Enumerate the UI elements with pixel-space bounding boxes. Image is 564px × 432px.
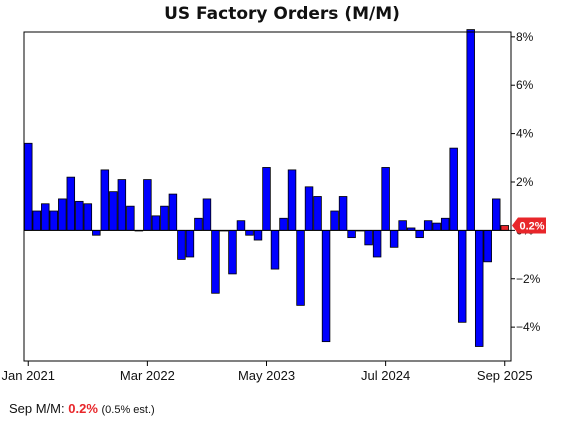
bar xyxy=(381,167,390,231)
y-tick-label: 2% xyxy=(516,175,534,189)
bar xyxy=(24,142,33,231)
bar xyxy=(432,222,441,231)
bar xyxy=(194,217,203,231)
x-tick-label: May 2023 xyxy=(238,368,295,383)
bar xyxy=(364,229,373,246)
bar xyxy=(245,229,254,236)
x-tick-label: Sep 2025 xyxy=(477,368,533,383)
bar xyxy=(49,210,59,231)
x-tick-label: Jul 2024 xyxy=(361,368,410,383)
bar xyxy=(483,229,492,263)
bar xyxy=(338,196,348,231)
bar xyxy=(372,229,382,258)
bar xyxy=(440,217,450,231)
bar xyxy=(100,169,110,231)
footer-estimate: (0.5% est.) xyxy=(101,404,155,416)
x-tick-label: Jan 2021 xyxy=(2,368,56,383)
x-tick-label: Mar 2022 xyxy=(120,368,175,383)
bar xyxy=(262,167,271,231)
bar xyxy=(202,198,212,231)
bar xyxy=(492,198,501,231)
bar xyxy=(228,229,237,275)
bar xyxy=(423,220,433,231)
bar xyxy=(415,229,424,239)
bar xyxy=(143,179,152,231)
bar xyxy=(449,147,458,231)
bar xyxy=(160,205,169,231)
bar xyxy=(296,229,305,306)
bar xyxy=(92,229,101,236)
bar xyxy=(347,229,356,239)
bar xyxy=(177,229,186,260)
bar xyxy=(185,229,195,258)
footer-summary: Sep M/M: 0.2% (0.5% est.) xyxy=(9,401,155,416)
bar xyxy=(58,198,67,231)
bar xyxy=(211,229,220,294)
plot-frame xyxy=(23,31,512,362)
bar xyxy=(313,196,322,231)
bar xyxy=(32,210,41,231)
bar xyxy=(270,229,280,270)
bar xyxy=(236,220,246,231)
bar xyxy=(117,179,127,231)
chart-title: US Factory Orders (M/M) xyxy=(164,4,400,24)
last-value-badge xyxy=(512,217,546,234)
bar xyxy=(474,229,484,347)
last-value-label: 0.2% xyxy=(519,221,544,233)
bar xyxy=(83,203,93,231)
bar xyxy=(126,205,135,231)
bar xyxy=(287,169,297,231)
bar xyxy=(75,200,84,231)
bar xyxy=(109,191,118,231)
y-tick-label: −2% xyxy=(516,272,541,286)
bar xyxy=(398,220,407,231)
bar xyxy=(466,29,475,231)
y-tick-label: 4% xyxy=(516,127,534,141)
bar xyxy=(500,225,509,231)
y-tick-label: −4% xyxy=(516,320,541,334)
y-tick-label: 8% xyxy=(516,30,534,44)
bars-group xyxy=(24,29,509,347)
bar xyxy=(41,203,50,231)
bar xyxy=(330,210,339,231)
footer-label: Sep M/M: xyxy=(9,401,65,416)
bar xyxy=(389,229,399,248)
bar xyxy=(66,176,76,231)
bar xyxy=(457,229,467,323)
y-tick-label: 6% xyxy=(516,78,534,92)
bar xyxy=(253,229,263,241)
bar xyxy=(321,229,331,343)
bar xyxy=(279,217,288,231)
bar xyxy=(151,215,161,231)
bar xyxy=(168,193,178,231)
footer-value: 0.2% xyxy=(68,401,98,416)
bar xyxy=(304,186,314,231)
